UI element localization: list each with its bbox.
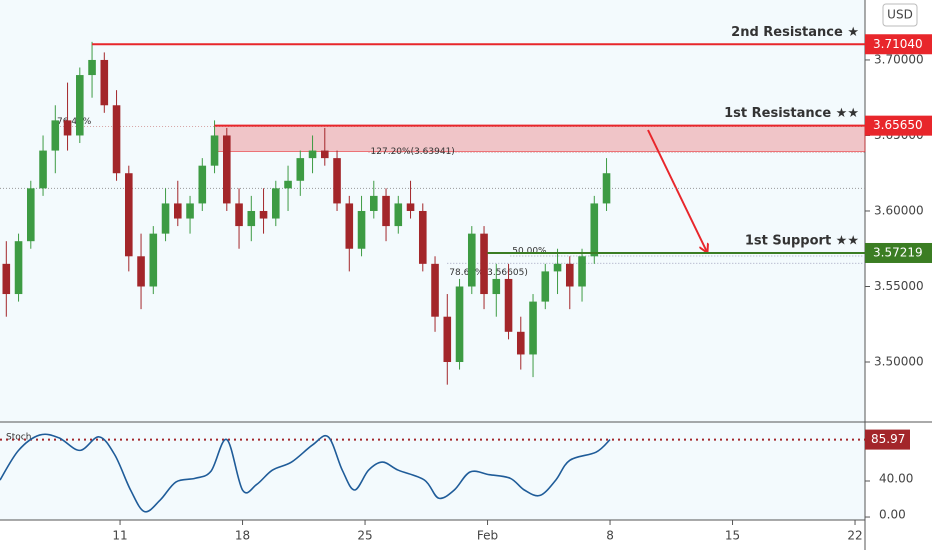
candle-body [100, 59, 109, 106]
candle-body [308, 150, 317, 159]
candle-body [137, 256, 145, 287]
x-tick-label: Feb [477, 529, 498, 543]
y-tick-label: 3.50000 [874, 355, 924, 369]
candle-body [186, 203, 194, 219]
candle-body [51, 120, 60, 151]
candle-body [345, 203, 354, 249]
forecast-arrow [647, 129, 707, 252]
candle-body [259, 210, 268, 219]
candle-body [455, 286, 464, 363]
candle-body [2, 263, 11, 295]
y-tick-label: 3.70000 [874, 52, 924, 66]
candle-body [602, 173, 611, 204]
x-tick-label: 15 [725, 529, 740, 543]
level-price-box [865, 242, 932, 263]
level-price-box [865, 115, 932, 136]
y-tick-label: 3.55000 [874, 279, 924, 293]
candle-body [149, 233, 158, 287]
resistance-zone [214, 125, 866, 152]
candle-body [222, 135, 231, 204]
candle-body [553, 263, 562, 272]
level-price-label: 3.71040 [873, 37, 923, 51]
candle-body [369, 195, 378, 211]
candle-body [124, 173, 133, 257]
fib-label: 127.20%(3.63941) [371, 147, 455, 157]
plot-background [0, 0, 865, 520]
candle-body [541, 271, 550, 302]
candle-body [284, 180, 292, 189]
candle-body [27, 188, 35, 242]
level-price-label: 3.57219 [873, 245, 923, 259]
x-tick-label: 8 [606, 529, 614, 543]
candle-body [112, 105, 121, 174]
level-name: 1st Support ★★ [745, 233, 859, 248]
candle-body [382, 195, 390, 227]
indicator-name: Stoch [6, 433, 31, 443]
candle-body [271, 188, 280, 219]
candle-body [173, 203, 182, 219]
candle-body [210, 135, 219, 166]
stoch-y-tick-label: 0.00 [879, 508, 906, 522]
x-tick-label: 18 [235, 529, 250, 543]
candle-body [88, 59, 96, 76]
stoch-y-tick-label: 40.00 [879, 471, 913, 485]
candle-body [504, 278, 513, 332]
candle-body [76, 75, 84, 136]
currency-button[interactable] [882, 3, 918, 27]
x-tick-label: 11 [112, 529, 127, 543]
candle-body [296, 158, 305, 181]
candle-body [235, 203, 243, 227]
level-name: 2nd Resistance ★ [731, 25, 859, 40]
candle-body [320, 150, 329, 159]
x-tick-label: 22 [847, 529, 862, 543]
candle-body [357, 210, 366, 249]
candle-body [247, 210, 256, 227]
candle-body [333, 158, 341, 204]
candle-body [516, 331, 525, 355]
candle-body [467, 233, 476, 287]
fib-label: 78.60%(3.56605) [449, 268, 528, 278]
candle-body [492, 278, 501, 295]
level-name: 1st Resistance ★★ [724, 106, 859, 121]
candle-body [63, 120, 72, 136]
candle-body [198, 165, 207, 204]
candle-body [14, 241, 23, 295]
candle-body [480, 233, 488, 295]
candle-body [529, 301, 537, 355]
level-price-box [865, 34, 932, 55]
level-price-label: 3.65650 [873, 118, 923, 132]
fib-label: 50.00% [512, 246, 547, 256]
candle-body [565, 263, 574, 287]
y-tick-label: 3.60000 [874, 203, 924, 217]
candle-body [39, 150, 47, 189]
candle-body [406, 203, 415, 211]
stoch-last-label: 85.97 [871, 432, 905, 446]
candle-body [431, 263, 439, 317]
candle-body [394, 203, 403, 227]
candle-body [590, 203, 599, 257]
candle-body [161, 203, 170, 234]
stoch-last-box [865, 429, 910, 450]
candle-body [443, 316, 452, 363]
x-tick-label: 25 [357, 529, 372, 543]
stoch-line [0, 433, 611, 513]
candle-body [418, 210, 427, 264]
candle-body [578, 256, 586, 287]
currency: USD [887, 8, 913, 22]
fib-label: 76.40% [57, 117, 92, 127]
